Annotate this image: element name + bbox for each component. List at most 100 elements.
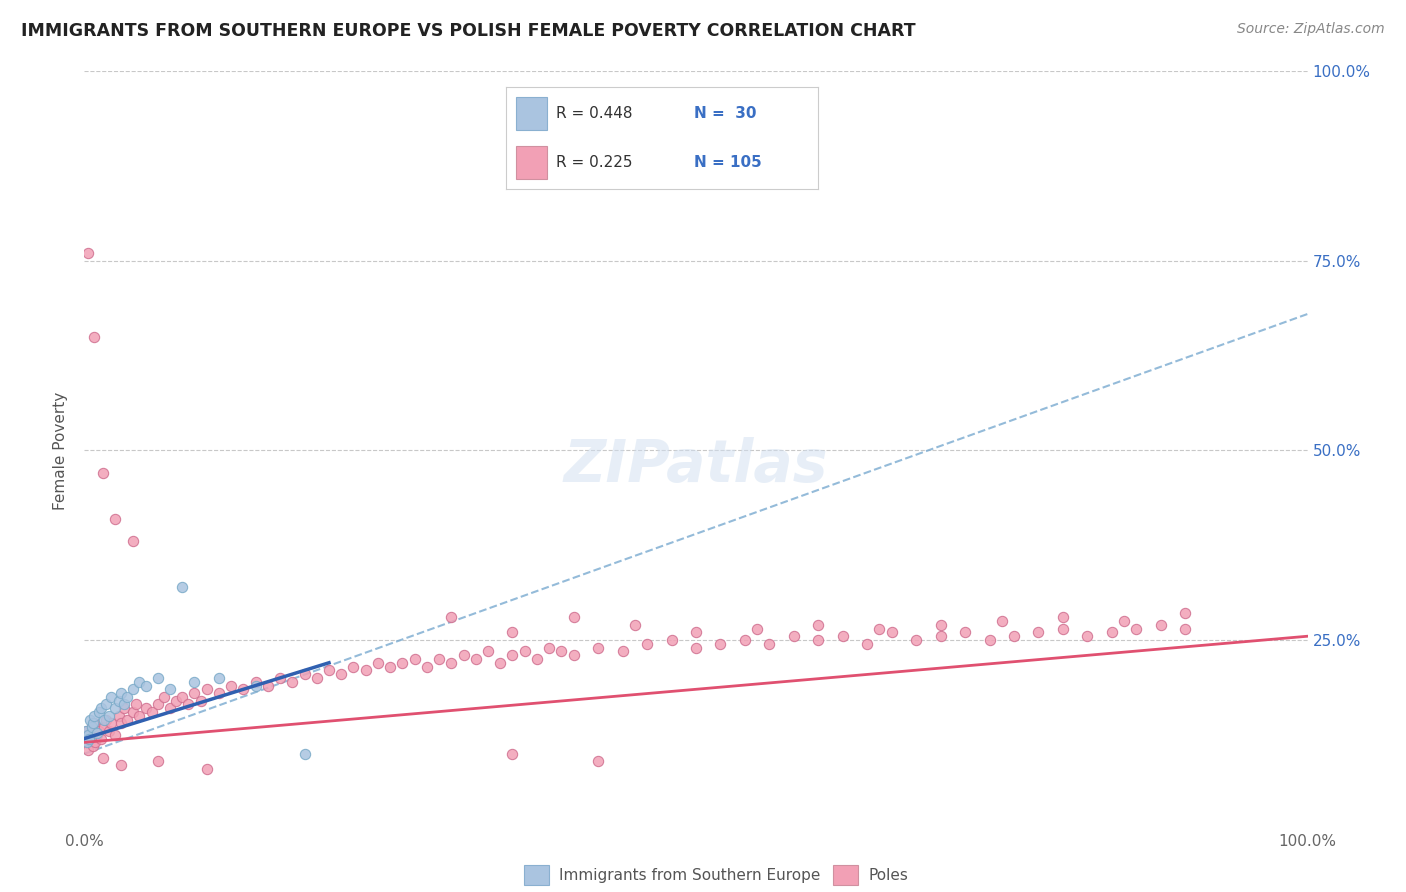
Point xyxy=(538,640,561,655)
Text: Immigrants from Southern Europe: Immigrants from Southern Europe xyxy=(560,868,820,882)
Y-axis label: Female Poverty: Female Poverty xyxy=(53,392,69,509)
Point xyxy=(122,534,145,549)
Point xyxy=(83,716,105,731)
Point xyxy=(112,698,135,712)
Point xyxy=(856,637,879,651)
Point xyxy=(84,735,107,749)
Point xyxy=(318,664,340,678)
Point xyxy=(709,637,731,651)
Point xyxy=(747,622,769,636)
Point xyxy=(183,674,205,689)
Point xyxy=(929,629,952,643)
Point xyxy=(586,640,609,655)
Point xyxy=(107,708,129,723)
Point xyxy=(97,724,120,739)
Point xyxy=(636,637,658,651)
Point xyxy=(453,648,475,662)
Point xyxy=(90,701,112,715)
Point xyxy=(612,644,634,658)
Point xyxy=(77,728,100,742)
Point xyxy=(831,629,853,643)
Point xyxy=(80,720,103,734)
Point xyxy=(172,580,194,594)
Point xyxy=(257,678,280,692)
Point xyxy=(104,701,127,715)
Point xyxy=(624,617,647,632)
Point xyxy=(77,743,100,757)
Text: Source: ZipAtlas.com: Source: ZipAtlas.com xyxy=(1237,22,1385,37)
Point xyxy=(953,625,976,640)
Point xyxy=(195,682,218,697)
Point xyxy=(526,652,548,666)
Point xyxy=(165,694,187,708)
Point xyxy=(97,708,120,723)
Point xyxy=(354,664,377,678)
Point xyxy=(104,512,127,526)
Point xyxy=(76,735,98,749)
Point xyxy=(281,674,304,689)
Point xyxy=(929,617,952,632)
Point xyxy=(86,725,108,739)
Point xyxy=(367,656,389,670)
Point xyxy=(79,731,101,746)
Point xyxy=(586,755,609,769)
Point xyxy=(783,629,806,643)
Point xyxy=(991,614,1014,628)
Point xyxy=(87,705,110,719)
Point xyxy=(979,633,1001,648)
Point xyxy=(77,246,100,260)
Point xyxy=(122,705,145,719)
Point xyxy=(1114,614,1136,628)
Point xyxy=(82,739,104,753)
Point xyxy=(502,625,524,640)
Point xyxy=(77,728,100,742)
Point xyxy=(146,755,169,769)
Point xyxy=(342,659,364,673)
Point xyxy=(77,731,100,746)
Point xyxy=(208,671,231,685)
Point xyxy=(1052,622,1074,636)
Point xyxy=(208,686,231,700)
Point xyxy=(146,698,169,712)
Point xyxy=(125,698,148,712)
Text: Poles: Poles xyxy=(868,868,908,882)
Point xyxy=(93,720,115,734)
Point xyxy=(80,720,103,734)
Point xyxy=(245,674,267,689)
Point xyxy=(96,713,118,727)
Point xyxy=(75,735,97,749)
Point xyxy=(135,678,157,692)
Point xyxy=(146,671,169,685)
Point xyxy=(90,731,112,746)
Point xyxy=(502,648,524,662)
Point xyxy=(110,716,132,731)
Point xyxy=(153,690,176,704)
Point xyxy=(83,708,105,723)
Text: ZIPatlas: ZIPatlas xyxy=(564,437,828,494)
Point xyxy=(294,667,316,681)
Point xyxy=(232,682,254,697)
Point xyxy=(1028,625,1050,640)
Point xyxy=(93,713,115,727)
Point xyxy=(135,701,157,715)
Point xyxy=(159,701,181,715)
Point xyxy=(550,644,572,658)
Point xyxy=(440,610,463,624)
Point xyxy=(107,694,129,708)
Point xyxy=(1150,617,1173,632)
Point xyxy=(91,750,114,764)
Point xyxy=(294,747,316,761)
Point xyxy=(869,622,891,636)
Point xyxy=(1174,607,1197,621)
Point xyxy=(734,633,756,648)
Point xyxy=(305,671,328,685)
Point xyxy=(427,652,450,666)
Point xyxy=(330,667,353,681)
Point xyxy=(416,659,439,673)
Point xyxy=(404,652,426,666)
Point xyxy=(1174,622,1197,636)
Point xyxy=(440,656,463,670)
Point xyxy=(75,724,97,739)
Point xyxy=(183,686,205,700)
Point xyxy=(112,701,135,715)
